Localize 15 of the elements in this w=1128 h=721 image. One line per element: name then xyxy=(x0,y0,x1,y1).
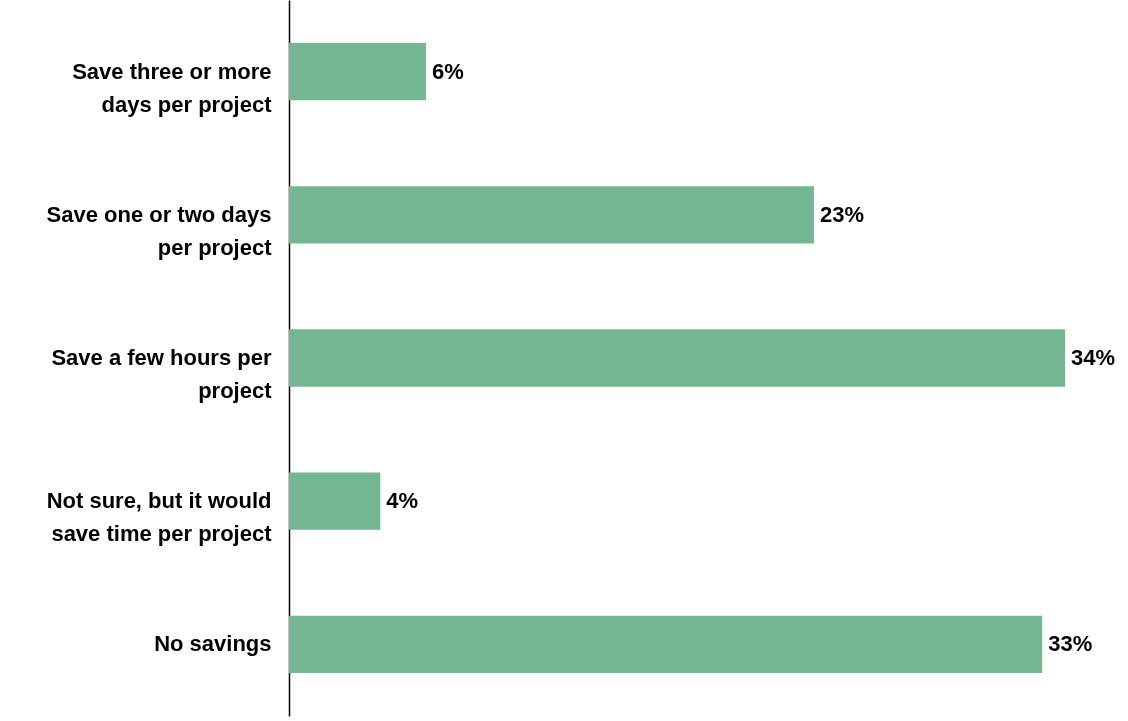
y-tick-label: Save three or more days per project xyxy=(72,58,273,117)
bar xyxy=(289,186,814,244)
data-label: 34% xyxy=(1071,345,1116,370)
data-label: 33% xyxy=(1048,631,1093,657)
y-tick-label: No savings xyxy=(154,631,272,657)
data-label: 4% xyxy=(386,488,419,514)
bar xyxy=(289,42,426,101)
bar xyxy=(289,329,1065,387)
data-label: 23% xyxy=(819,201,864,227)
bar xyxy=(289,615,1043,674)
bar xyxy=(289,472,381,530)
data-label: 6% xyxy=(431,58,464,84)
y-tick-label: Save a few hours per project xyxy=(51,345,273,403)
y-tick-label: Not sure, but it would save time per project xyxy=(46,488,273,547)
y-tick-label: Save one or two days per project xyxy=(46,201,273,260)
